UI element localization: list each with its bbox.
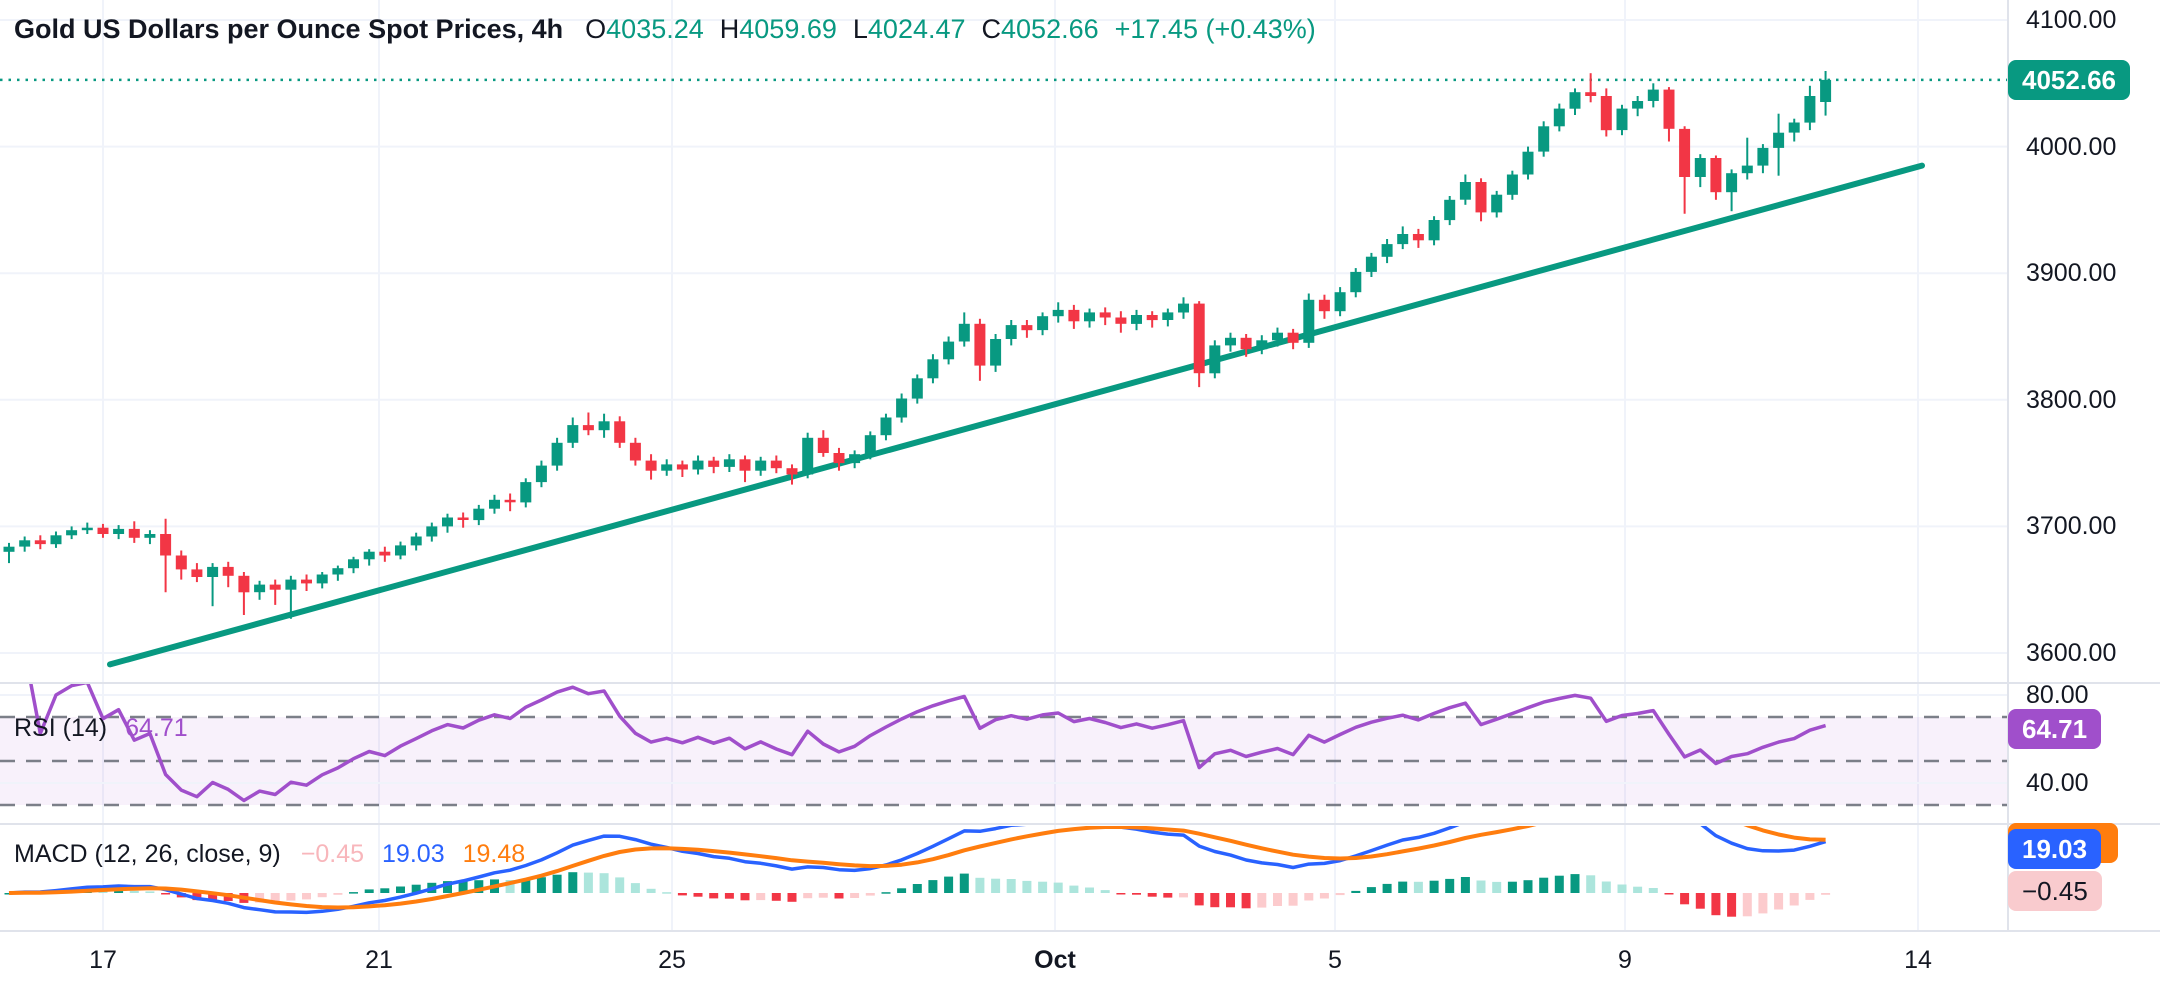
close-label: C — [981, 14, 1002, 44]
time-tick-label: 14 — [1904, 946, 1932, 974]
price-tick-label: 3600.00 — [2026, 639, 2117, 667]
macd-value-badge: 19.03 — [2008, 829, 2102, 869]
rsi-line — [29, 684, 1827, 803]
price-tick-label: 3900.00 — [2026, 259, 2117, 288]
rsi-label: RSI (14) — [14, 714, 108, 742]
rsi-pane-divider — [0, 823, 2160, 825]
rsi-tick-label: 80.00 — [2026, 681, 2089, 709]
macd-hist-value: −0.45 — [300, 840, 365, 868]
price-tick-label: 3700.00 — [2026, 512, 2117, 541]
macd-histogram — [4, 872, 1831, 917]
macd-line-value: 19.03 — [382, 840, 445, 868]
price-tick-label: 4000.00 — [2026, 132, 2117, 161]
price-tick-label: 4100.00 — [2026, 6, 2117, 34]
change-value: +17.45 (+0.43%) — [1114, 14, 1316, 44]
main-pane-divider — [0, 682, 2160, 684]
high-value: 4059.69 — [739, 14, 837, 44]
price-tick-label: 3800.00 — [2026, 385, 2117, 414]
low-label: L — [852, 14, 868, 44]
trendline[interactable] — [107, 162, 1925, 668]
close-value: 4052.66 — [1001, 14, 1099, 44]
main-pane-legend: Gold US Dollars per Ounce Spot Prices, 4… — [14, 14, 1316, 45]
high-label: H — [719, 14, 740, 44]
candles-layer — [3, 71, 1832, 619]
open-value: 4035.24 — [606, 14, 704, 44]
macd-line — [8, 826, 1827, 915]
time-tick-label: 25 — [658, 946, 686, 974]
macd-label: MACD (12, 26, close, 9) — [14, 840, 281, 868]
macd-signal-line — [8, 826, 1826, 910]
rsi-value: 64.71 — [125, 714, 188, 742]
time-tick-label: 9 — [1618, 946, 1632, 974]
symbol-title: Gold US Dollars per Ounce Spot Prices, 4… — [14, 14, 564, 44]
rsi-tick-label: 40.00 — [2026, 769, 2089, 797]
current-price-badge: 4052.66 — [2008, 60, 2130, 100]
time-axis-divider — [0, 930, 2160, 932]
time-tick-label: 21 — [365, 946, 393, 974]
time-tick-label: 17 — [89, 946, 117, 974]
price-gridlines — [0, 19, 2007, 654]
open-label: O — [585, 14, 607, 44]
time-tick-label: Oct — [1034, 946, 1076, 974]
macd-pane-legend: MACD (12, 26, close, 9) −0.45 19.03 19.48 — [14, 840, 525, 869]
price-axis-divider — [2007, 0, 2009, 932]
macd-signal-value: 19.48 — [462, 840, 526, 868]
low-value: 4024.47 — [867, 14, 966, 44]
time-tick-label: 5 — [1328, 946, 1342, 974]
rsi-value-badge: 64.71 — [2008, 709, 2102, 749]
rsi-pane-legend: RSI (14) 64.71 — [14, 714, 188, 743]
rsi-band — [0, 694, 2007, 807]
macd-hist-badge: −0.45 — [2008, 871, 2102, 911]
